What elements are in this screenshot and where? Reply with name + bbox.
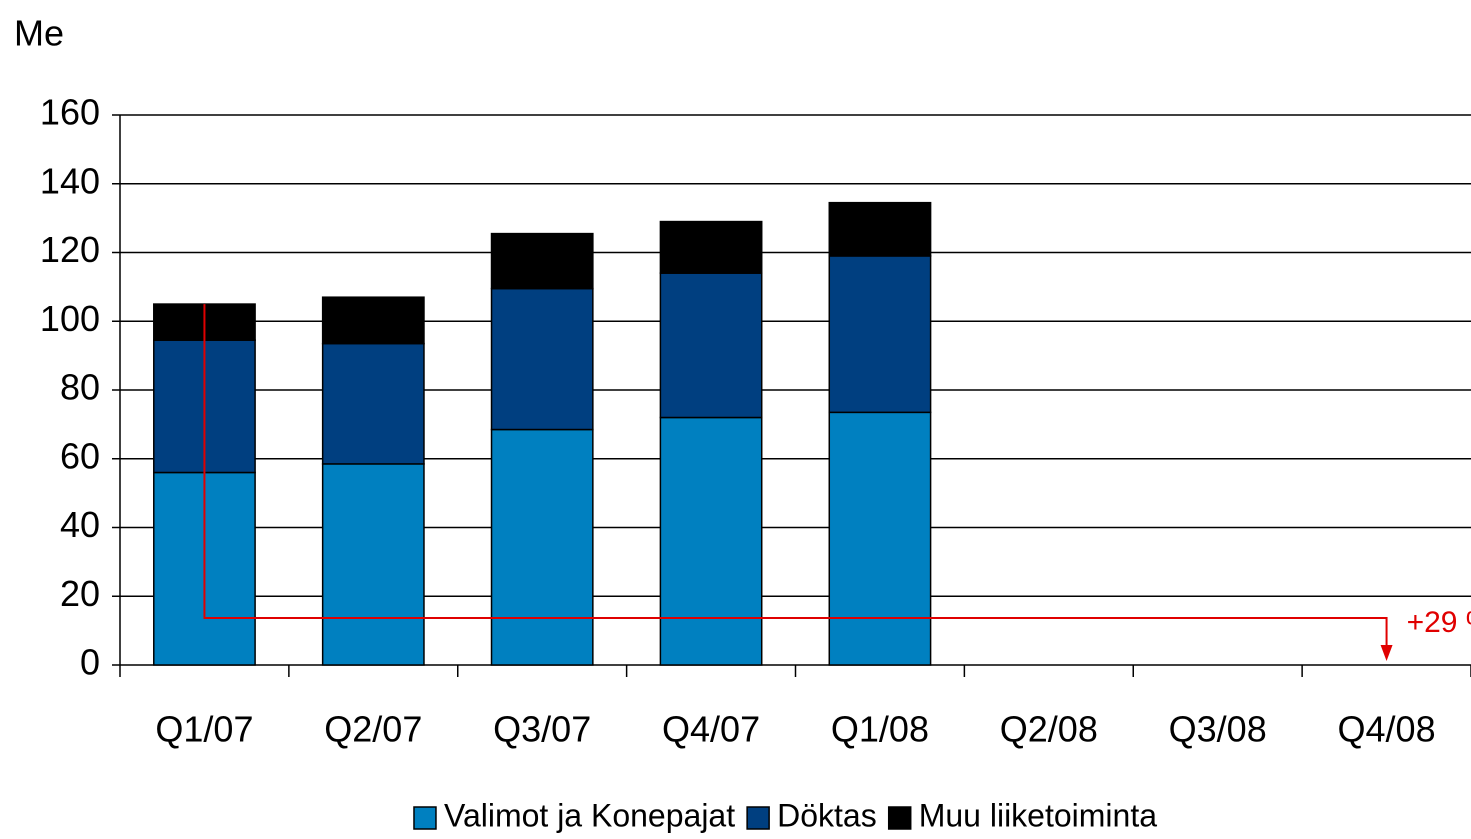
legend-swatch [746,806,770,830]
y-tick-label: 120 [40,229,100,270]
x-tick-label: Q2/07 [324,709,422,750]
y-axis-label: Me [14,13,64,54]
annotation-bracket [203,304,1388,647]
y-tick-label: 80 [60,367,100,408]
bar-segment [828,201,932,257]
legend-swatch [887,806,912,830]
bar-segment [321,463,425,666]
legend-label: Döktas [777,797,877,833]
y-tick-label: 20 [60,573,100,614]
legend-label: Valimot ja Konepajat [444,797,735,833]
x-tick-label: Q3/07 [493,709,591,750]
bar-segment [828,411,932,666]
bar-segment [490,232,594,290]
bar-segment [828,255,932,414]
bar-segment [490,428,594,666]
bar-segment [659,416,763,666]
y-tick-label: 40 [60,504,100,545]
y-tick-label: 160 [40,92,100,133]
legend-swatch [413,806,437,830]
y-tick-label: 60 [60,435,100,476]
y-tick-label: 100 [40,298,100,339]
bar-segment [659,220,763,274]
y-tick-label: 140 [40,160,100,201]
x-tick-label: Q3/08 [1169,709,1267,750]
x-tick-label: Q4/08 [1338,709,1436,750]
bar-segment [490,287,594,431]
bar-segment [321,342,425,465]
x-tick-label: Q2/08 [1000,709,1098,750]
y-tick-label: 0 [80,642,100,683]
annotation: +29 % [1407,606,1471,639]
bar-segment [321,296,425,345]
x-tick-label: Q1/07 [155,709,253,750]
annotation-arrow [1380,645,1393,661]
x-tick-label: Q4/07 [662,709,760,750]
x-tick-label: Q1/08 [831,709,929,750]
legend-label: Muu liiketoiminta [919,797,1158,833]
bar-segment [659,272,763,419]
